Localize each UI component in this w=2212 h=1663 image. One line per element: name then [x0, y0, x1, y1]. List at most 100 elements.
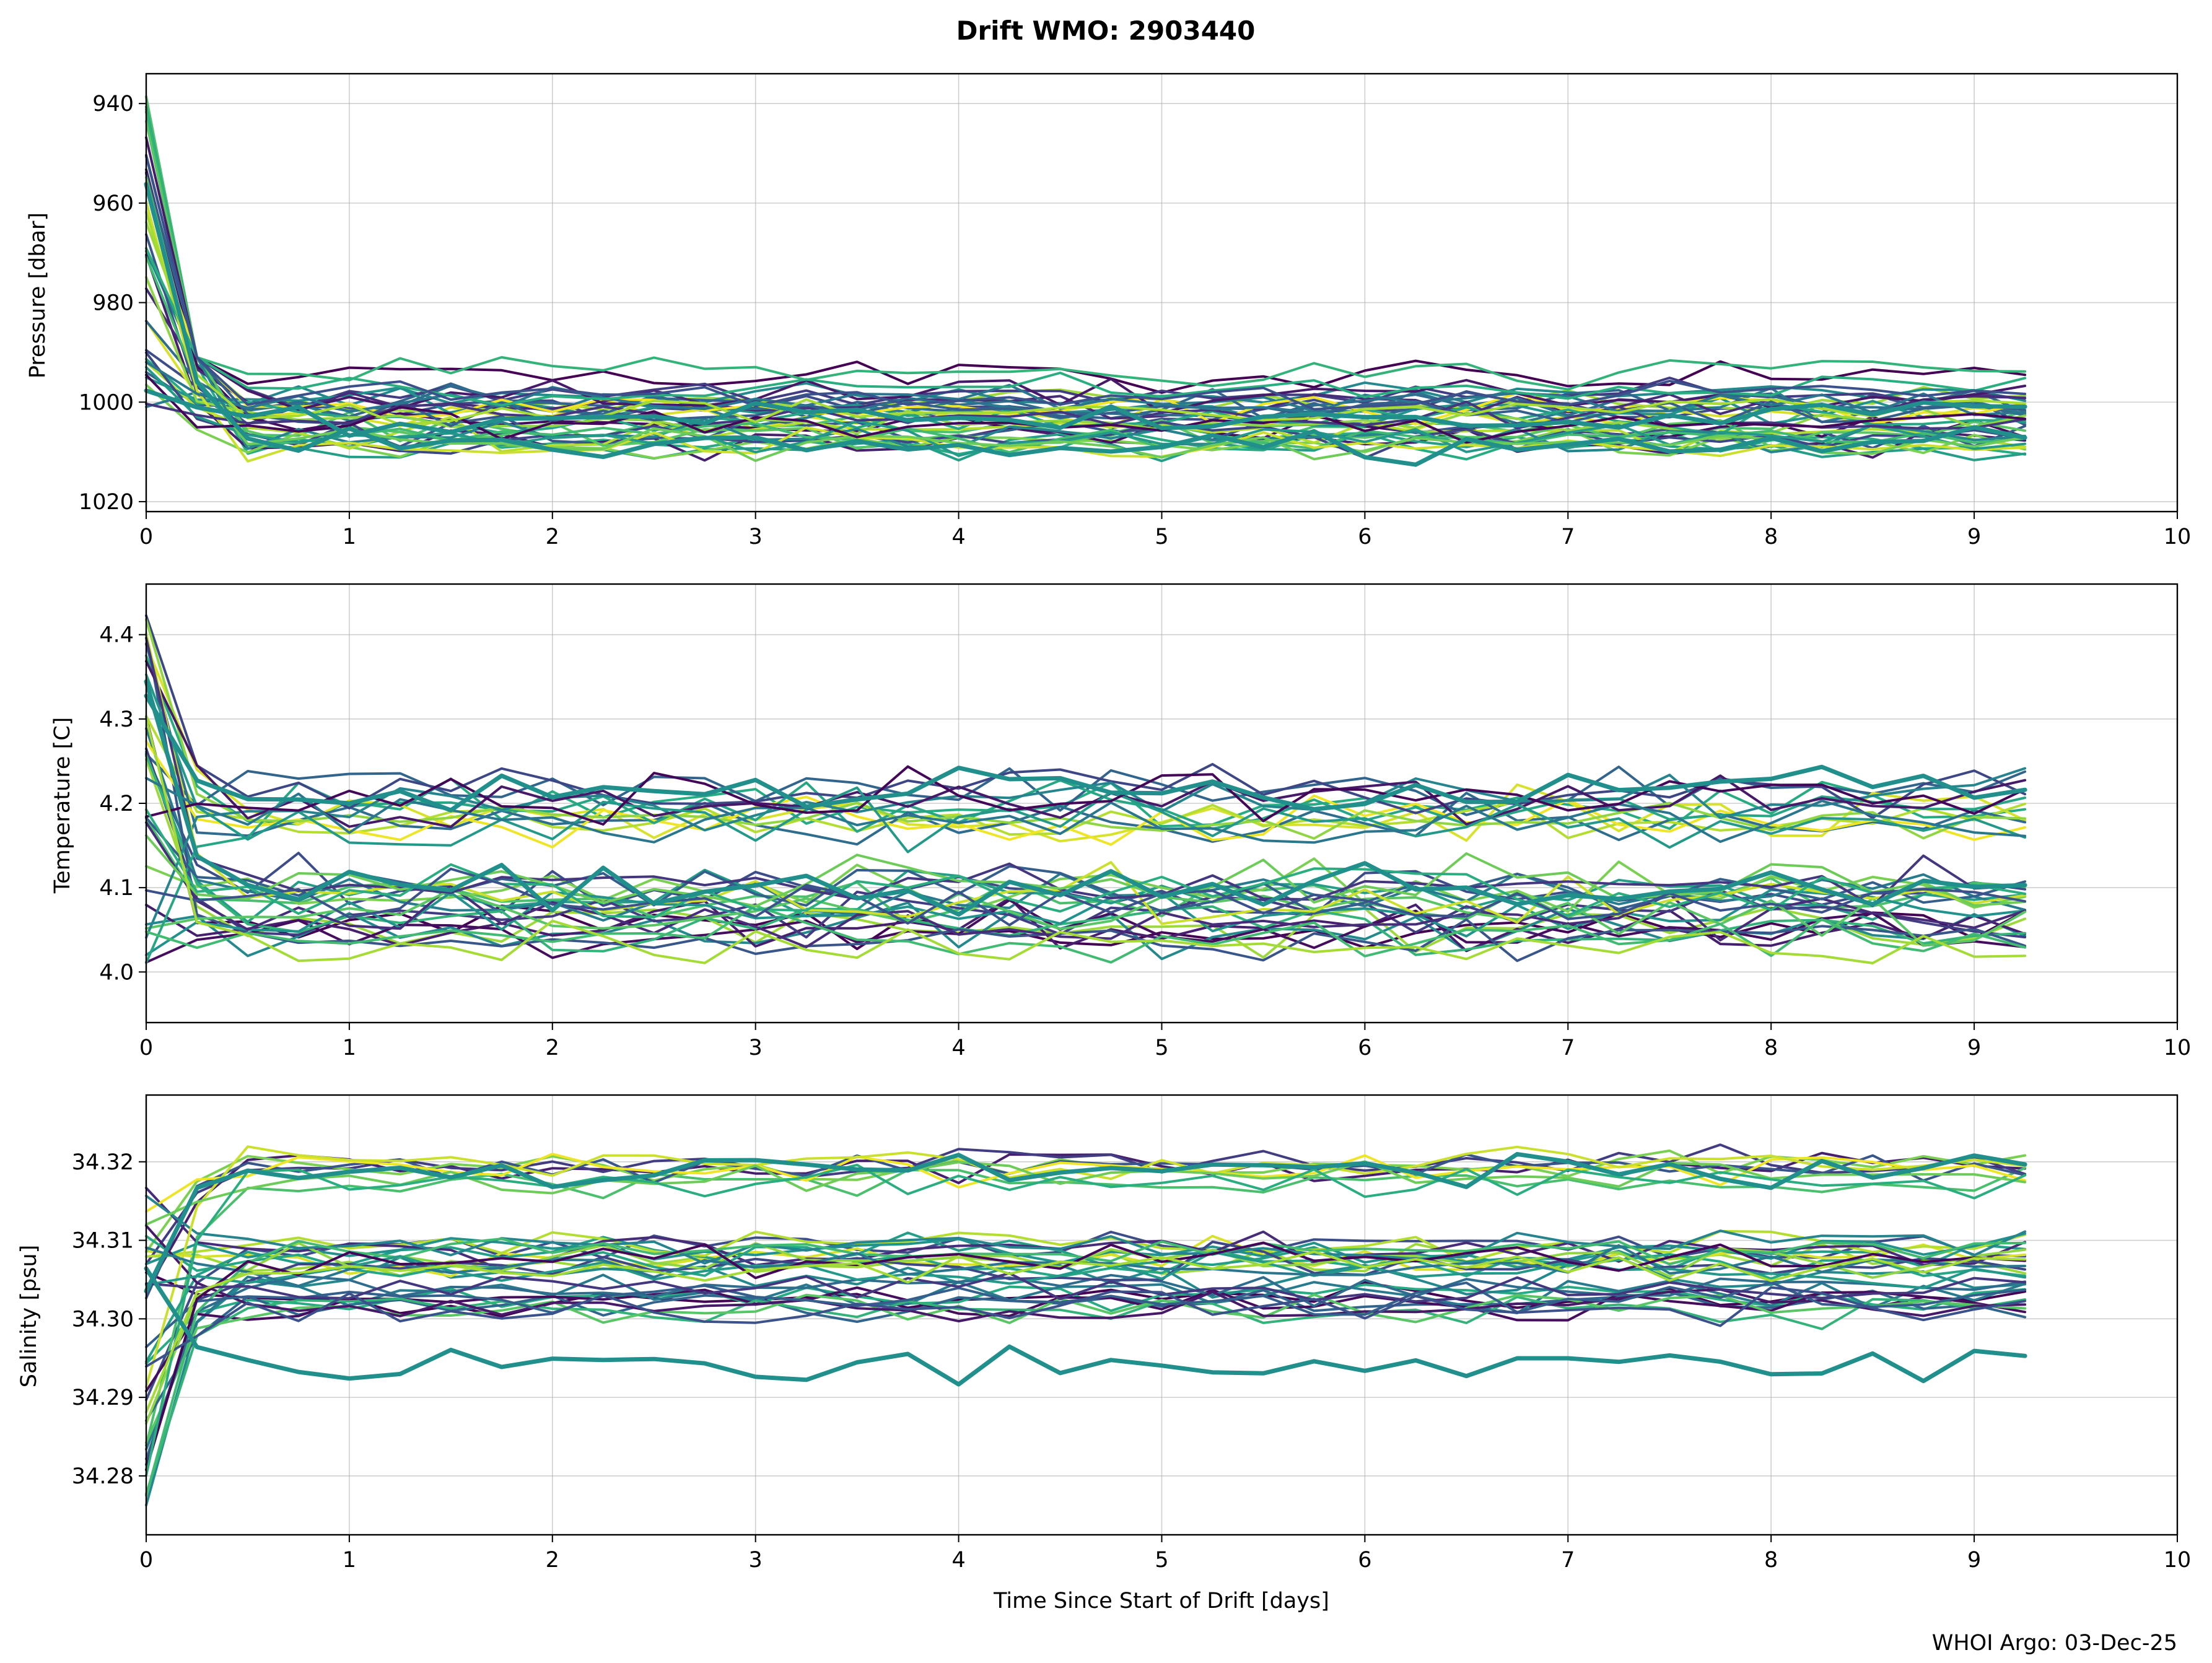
pressure-axis-label: Pressure [dbar] — [25, 212, 50, 378]
salinity-series-line — [145, 1273, 2027, 1460]
salinity-series-line — [145, 1296, 2027, 1496]
x-tick-label: 2 — [546, 1548, 559, 1573]
salinity-series-line — [144, 1266, 2027, 1387]
temperature-series-line — [145, 904, 2027, 964]
x-tick-label: 1 — [343, 1036, 356, 1060]
x-tick-label: 8 — [1764, 1036, 1778, 1060]
pressure-series-line — [145, 176, 2027, 462]
pressure-series-line — [145, 250, 2027, 409]
salinity-series-line — [145, 1163, 2027, 1477]
x-tick-label: 0 — [139, 1036, 153, 1060]
salinity-series-line — [145, 1256, 2027, 1507]
temperature-panel: 0 1 2 3 4 5 6 7 8 9 10 4.0 4.1 4.2 4.3 4.4 — [99, 583, 2192, 1060]
temperature-series-line — [145, 716, 2027, 964]
pressure-series-line — [145, 108, 2027, 391]
pressure-series-line — [145, 247, 2027, 407]
x-tick-label: 9 — [1967, 1036, 1981, 1060]
y-tick-label: 4.1 — [99, 876, 134, 901]
x-tick-label: 4 — [951, 525, 965, 549]
x-tick-label: 7 — [1561, 1548, 1575, 1573]
pressure-series-line — [145, 365, 2027, 457]
salinity-series-line — [144, 1151, 2027, 1294]
temperature-series-line — [145, 673, 2027, 853]
x-tick-label: 4 — [951, 1548, 965, 1573]
x-tick-label: 6 — [1358, 1036, 1371, 1060]
pressure-panel: 0 1 2 3 4 5 6 7 8 9 10 940 960 980 1000 1020 — [79, 72, 2192, 549]
temperature-series-line — [145, 715, 2027, 951]
y-tick-label: 4.2 — [99, 792, 134, 816]
y-tick-label: 34.30 — [72, 1307, 134, 1332]
y-tick-label: 34.31 — [72, 1229, 134, 1254]
temperature-series-group — [144, 614, 2027, 964]
temperature-series-line — [144, 679, 2027, 917]
salinity-series-group — [144, 1143, 2027, 1507]
x-tick-label: 1 — [343, 525, 356, 549]
x-tick-label: 5 — [1155, 525, 1168, 549]
pressure-series-group — [144, 95, 2027, 467]
x-tick-label: 9 — [1967, 525, 1981, 549]
x-tick-label: 5 — [1155, 1548, 1168, 1573]
temperature-series-line — [145, 888, 2027, 947]
x-tick-label: 3 — [749, 1036, 763, 1060]
pressure-series-line — [144, 181, 2027, 467]
x-tick-label: 10 — [2164, 525, 2192, 549]
y-tick-label: 4.4 — [99, 623, 134, 648]
pressure-series-line — [144, 388, 2027, 438]
y-tick-label: 1020 — [79, 490, 134, 515]
x-tick-label: 6 — [1358, 525, 1371, 549]
x-tick-label: 10 — [2164, 1548, 2192, 1573]
x-tick-label: 1 — [343, 1548, 356, 1573]
pressure-series-line — [145, 220, 2027, 414]
y-tick-label: 34.29 — [72, 1386, 134, 1410]
temperature-series-line — [145, 654, 2027, 830]
salinity-series-line — [145, 1166, 2027, 1447]
temperature-series-line — [145, 757, 2027, 959]
x-tick-label: 0 — [139, 1548, 153, 1573]
x-tick-label: 3 — [749, 1548, 763, 1573]
pressure-series-line — [145, 211, 2027, 426]
y-tick-label: 4.3 — [99, 707, 134, 732]
temperature-series-line — [145, 765, 2027, 826]
x-tick-label: 10 — [2164, 1036, 2192, 1060]
salinity-series-line — [145, 1272, 2027, 1303]
figure-title: Drift WMO: 2903440 — [956, 15, 1256, 46]
y-tick-label: 1000 — [79, 390, 134, 415]
footer-credit: WHOI Argo: 03-Dec-25 — [1932, 1631, 2177, 1656]
salinity-series-line — [145, 1241, 2027, 1472]
temperature-series-line — [145, 777, 2027, 844]
x-tick-label: 8 — [1764, 1548, 1778, 1573]
x-tick-label: 7 — [1561, 1036, 1575, 1060]
salinity-series-line — [145, 1224, 2027, 1323]
x-tick-label: 8 — [1764, 525, 1778, 549]
x-tick-label: 4 — [951, 1036, 965, 1060]
salinity-panel: 0 1 2 3 4 5 6 7 8 9 10 34.28 34.29 34.30 34.31 34.32 — [72, 1094, 2192, 1573]
temperature-series-line — [145, 618, 2027, 840]
pressure-series-line — [145, 154, 2027, 411]
temperature-axis-label: Temperature [C] — [50, 717, 75, 894]
x-tick-label: 9 — [1967, 1548, 1981, 1573]
salinity-series-line — [145, 1153, 2027, 1213]
y-tick-label: 34.28 — [72, 1464, 134, 1489]
time-axis-label: Time Since Start of Drift [days] — [993, 1589, 1329, 1613]
y-tick-label: 940 — [92, 92, 134, 116]
x-tick-label: 0 — [139, 525, 153, 549]
x-tick-label: 5 — [1155, 1036, 1168, 1060]
x-tick-label: 3 — [749, 525, 763, 549]
y-tick-label: 960 — [92, 191, 134, 216]
x-tick-label: 6 — [1358, 1548, 1371, 1573]
salinity-series-line — [145, 1145, 2027, 1388]
x-tick-label: 2 — [546, 525, 559, 549]
x-tick-label: 2 — [546, 1036, 559, 1060]
temperature-series-line — [145, 643, 2027, 843]
pressure-series-line — [145, 136, 2027, 414]
y-tick-label: 34.32 — [72, 1150, 134, 1175]
salinity-series-line — [145, 1194, 2027, 1265]
salinity-series-line — [145, 1251, 2027, 1414]
temperature-series-line — [145, 867, 2027, 927]
temperature-series-line — [144, 694, 2027, 813]
y-tick-label: 980 — [92, 291, 134, 316]
y-tick-label: 4.0 — [99, 960, 134, 985]
salinity-series-line — [145, 1143, 2027, 1265]
pressure-series-line — [145, 247, 2027, 394]
